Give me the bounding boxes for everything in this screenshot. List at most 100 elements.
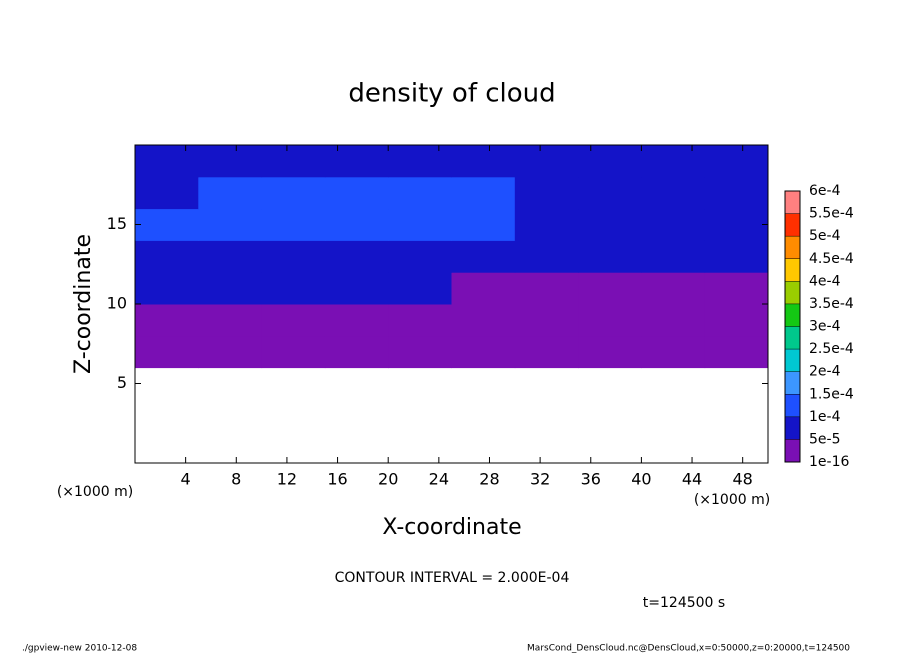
colorbar-label: 1.5e-4 [809,386,854,402]
colorbar-label: 5.5e-4 [809,206,854,222]
contour-cell [198,145,263,178]
contour-cell [135,176,199,210]
colorbar-band [785,349,800,372]
contour-cell [704,335,769,369]
time-label: t=124500 s [643,595,725,611]
colorbar-band [785,303,800,327]
contour-cell [135,335,199,369]
colorbar-band [785,439,800,462]
y-tick-label: 10 [107,294,127,313]
contour-cell [135,208,199,241]
x-tick-label: 24 [429,470,449,489]
contour-cell [514,208,579,241]
contour-cell [198,240,263,273]
colorbar-label: 3.5e-4 [809,296,854,312]
contour-cell [578,304,642,337]
contour-cell [261,176,326,210]
contour-cell [704,145,769,178]
chart-title: density of cloud [348,79,555,109]
contour-cell [514,176,579,210]
contour-cell [324,145,389,178]
footer-right: MarsCond_DensCloud.nc@DensCloud,x=0:5000… [527,644,850,654]
x-tick-label: 4 [181,470,191,489]
contour-cell [388,304,452,337]
contour-cell [388,272,452,305]
contour-cell [261,272,326,305]
x-tick-label: 8 [231,470,241,489]
colorbar-band [785,213,800,237]
contour-cell [135,145,199,178]
contour-cell [324,335,389,369]
contour-cell [704,240,769,273]
contour-cell [261,145,326,178]
x-tick-label: 44 [682,470,702,489]
contour-cell [578,272,642,305]
colorbar-label: 2e-4 [809,364,841,380]
contour-cell [135,272,199,305]
x-tick-label: 40 [631,470,651,489]
contour-cell [388,335,452,369]
colorbar-band [785,281,800,304]
colorbar-band [785,371,800,395]
colorbar-band [785,416,800,440]
contour-cell [198,335,263,369]
contour-cell [198,272,263,305]
x-tick-label: 12 [277,470,297,489]
contour-cell [388,145,452,178]
contour-cell [641,145,706,178]
contour-cell [198,208,263,241]
contour-cell [514,240,579,273]
x-tick-label: 32 [530,470,550,489]
contour-cell [704,304,769,337]
x-tick-label: 36 [581,470,601,489]
colorbar-label: 3e-4 [809,319,841,335]
footer-left: ./gpview-new 2010-12-08 [22,644,137,654]
colorbar-band [785,258,800,282]
contour-cell [324,176,389,210]
contour-cell [514,145,579,178]
contour-cell [514,272,579,305]
x-axis-label: X-coordinate [382,515,521,540]
contour-interval: CONTOUR INTERVAL = 2.000E-04 [335,570,570,586]
contour-cell [388,208,452,241]
contour-cell [324,304,389,337]
contour-cell [451,304,516,337]
contour-cell [261,240,326,273]
contour-cell [451,208,516,241]
colorbar-label: 4e-4 [809,273,841,289]
colorbar-label: 5e-5 [809,431,840,447]
colorbar-label: 4.5e-4 [809,251,854,267]
x-tick-label: 20 [378,470,398,489]
x-unit-label: (×1000 m) [57,484,133,500]
colorbar-label: 1e-16 [809,454,849,470]
contour-cell [641,304,706,337]
contour-cell [451,240,516,273]
contour-cell [198,304,263,337]
colorbar-band [785,394,800,417]
contour-cell [704,272,769,305]
contour-cell [578,176,642,210]
contour-cell [451,272,516,305]
contour-cell [704,208,769,241]
x-tick-label: 48 [733,470,753,489]
contour-cell [324,272,389,305]
y-tick-label: 15 [107,214,127,233]
contour-cell [641,176,706,210]
contour-cell [135,240,199,273]
colorbar-band [785,191,800,214]
contour-cell [388,240,452,273]
contour-cell [261,304,326,337]
colorbar-label: 5e-4 [809,228,841,244]
contour-cell [704,176,769,210]
contour-cell [261,335,326,369]
contour-cell [324,208,389,241]
colorbar-label: 2.5e-4 [809,341,854,357]
colorbar-band [785,326,800,350]
y-axis-label: Z-coordinate [71,234,96,374]
colorbar-label: 6e-4 [809,183,841,199]
contour-cell [578,335,642,369]
contour-cell [641,240,706,273]
y-tick-label: 5 [117,373,127,392]
contour-cell [641,335,706,369]
